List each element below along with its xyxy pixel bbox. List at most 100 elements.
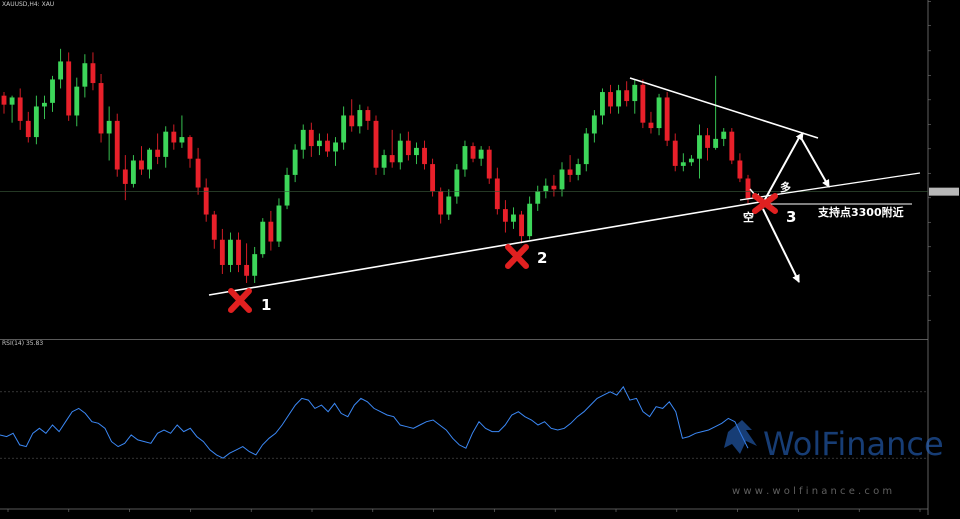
- candle-body: [567, 169, 573, 175]
- candle: [559, 162, 565, 197]
- candle: [494, 167, 500, 215]
- candle: [33, 95, 39, 145]
- candle-body: [600, 92, 605, 116]
- candle: [486, 146, 492, 184]
- candle-body: [543, 185, 549, 192]
- short-label: 空: [743, 210, 754, 224]
- candle-body: [98, 83, 104, 134]
- candle-body: [90, 63, 96, 84]
- candle: [608, 84, 613, 114]
- chart-title: XAUUSD,H4: XAU: [2, 1, 54, 8]
- candle-body: [1, 95, 7, 105]
- candle: [25, 111, 31, 143]
- candle-body: [9, 97, 15, 105]
- candle: [454, 164, 460, 204]
- candle-body: [25, 120, 31, 138]
- candle: [705, 128, 710, 161]
- candle: [82, 54, 88, 98]
- candle: [155, 133, 161, 165]
- candle: [422, 140, 427, 170]
- candle: [462, 140, 468, 177]
- candle: [737, 153, 743, 183]
- candle: [502, 200, 508, 233]
- candle-body: [66, 61, 72, 116]
- candle-body: [139, 160, 144, 170]
- candle: [333, 137, 338, 166]
- candle-body: [325, 140, 330, 152]
- candle-body: [74, 86, 80, 116]
- candle-body: [163, 131, 169, 157]
- candle-body: [640, 84, 646, 123]
- candle-body: [333, 142, 338, 152]
- candle-body: [373, 120, 379, 168]
- marker-label-2: 2: [537, 249, 547, 267]
- candle: [187, 135, 193, 168]
- candle: [114, 113, 120, 177]
- candle: [583, 128, 589, 172]
- watermark-url: w w w . w o l f i n a n c e . c o m: [732, 486, 892, 497]
- candle-body: [195, 158, 201, 188]
- candle: [122, 155, 128, 201]
- candle-body: [478, 149, 484, 159]
- candle: [211, 210, 217, 249]
- candle: [567, 155, 573, 183]
- candle-body: [632, 84, 638, 102]
- candle-body: [591, 115, 597, 134]
- candle-body: [147, 149, 152, 170]
- candle-body: [276, 205, 282, 242]
- candle: [656, 93, 662, 136]
- wolf-logo-icon: [724, 420, 757, 454]
- candle: [470, 142, 476, 163]
- watermark-brand: WolFinance: [763, 425, 944, 463]
- candle: [276, 198, 282, 247]
- candle: [316, 133, 322, 156]
- candle-body: [187, 137, 193, 159]
- candle-body: [511, 214, 516, 222]
- candle: [381, 149, 387, 175]
- candle: [672, 133, 678, 172]
- candle-body: [389, 155, 395, 163]
- x-mark-icon-2: [505, 244, 529, 269]
- candle: [591, 110, 597, 143]
- candle-body: [438, 191, 444, 215]
- candle-body: [284, 174, 290, 206]
- candle: [139, 146, 144, 175]
- candle-body: [519, 214, 524, 237]
- candle: [98, 74, 104, 143]
- candle-body: [721, 131, 727, 139]
- candle: [713, 75, 719, 150]
- candle: [365, 106, 371, 130]
- candle-body: [171, 131, 177, 143]
- candle-body: [260, 221, 266, 255]
- candle: [405, 131, 411, 161]
- candle: [17, 88, 23, 130]
- candle: [721, 128, 727, 147]
- candle-body: [616, 90, 622, 107]
- candle-body: [308, 129, 314, 147]
- support-trendline: [208, 201, 761, 296]
- watermark: WolFinance w w w . w o l f i n a n c e .…: [724, 420, 944, 497]
- long-peak-arrow: [795, 132, 804, 142]
- candle: [163, 126, 169, 168]
- candle-body: [244, 264, 250, 276]
- candle-body: [430, 164, 436, 192]
- candle-body: [365, 110, 371, 121]
- candle-body: [688, 158, 694, 163]
- candle-body: [341, 115, 347, 143]
- candle-body: [745, 178, 751, 199]
- candle: [535, 185, 541, 211]
- candle: [438, 187, 444, 224]
- candle: [446, 189, 452, 220]
- candle: [680, 153, 686, 172]
- candle: [308, 122, 314, 157]
- candle: [527, 196, 533, 240]
- candle-body: [446, 196, 452, 215]
- candle-body: [292, 149, 298, 175]
- candle: [147, 147, 152, 179]
- candle: [300, 124, 306, 159]
- candle: [268, 210, 274, 251]
- candle: [511, 207, 516, 229]
- candle: [260, 218, 266, 258]
